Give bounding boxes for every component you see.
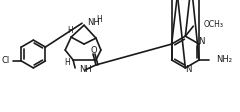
Text: NH: NH xyxy=(87,18,100,27)
Text: NH: NH xyxy=(79,65,92,74)
Text: N: N xyxy=(185,65,192,74)
Text: NH₂: NH₂ xyxy=(216,55,232,65)
Text: Cl: Cl xyxy=(1,56,9,66)
Text: H: H xyxy=(64,58,70,67)
Text: N: N xyxy=(198,37,204,46)
Text: OCH₃: OCH₃ xyxy=(203,20,223,29)
Text: H: H xyxy=(96,15,102,24)
Text: H: H xyxy=(67,26,73,35)
Text: O: O xyxy=(91,46,97,55)
